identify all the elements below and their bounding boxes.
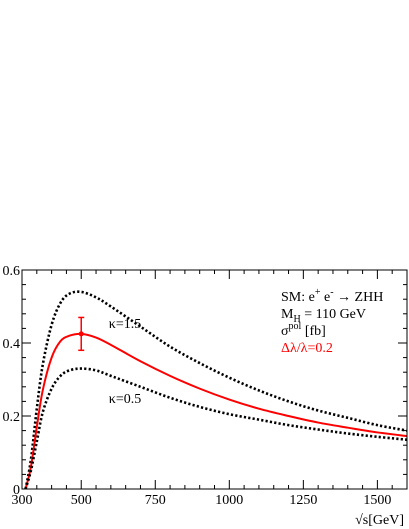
legend-line-mass: MH = 110 GeV	[281, 307, 366, 325]
x-tick-label: 750	[145, 493, 166, 508]
x-tick-label: 300	[12, 493, 33, 508]
x-tick-label: 1000	[215, 493, 243, 508]
series-layer	[24, 290, 408, 490]
y-tick-label: 0	[13, 483, 20, 498]
legend: SM: e+ e- → ZHH MH = 110 GeV σpol [fb] Δ…	[281, 287, 383, 356]
points-layer	[78, 316, 85, 352]
y-tick-label: 0.2	[3, 410, 21, 425]
x-axis-label: √s[GeV]	[355, 513, 404, 528]
y-tick-label: 0.6	[3, 264, 21, 279]
curve-label-kappa-1-5: κ=1.5	[109, 317, 141, 332]
data-point	[78, 331, 84, 337]
x-tick-label: 1250	[289, 493, 317, 508]
series-central	[24, 332, 408, 490]
x-tick-label: 1500	[363, 493, 391, 508]
legend-line-process: SM: e+ e- → ZHH	[281, 287, 383, 305]
x-tick-label: 500	[71, 493, 92, 508]
series--0-5	[24, 367, 408, 490]
ticks-layer: 300 500 750 1000 1250 1500 0 0.2 0.4 0.6	[3, 264, 407, 508]
series--1-5	[24, 290, 408, 490]
legend-line-delta: Δλ/λ=0.2	[281, 341, 333, 356]
curve-label-kappa-0-5: κ=0.5	[109, 392, 141, 407]
legend-line-sigma: σpol [fb]	[281, 321, 326, 339]
y-tick-label: 0.4	[3, 337, 21, 352]
